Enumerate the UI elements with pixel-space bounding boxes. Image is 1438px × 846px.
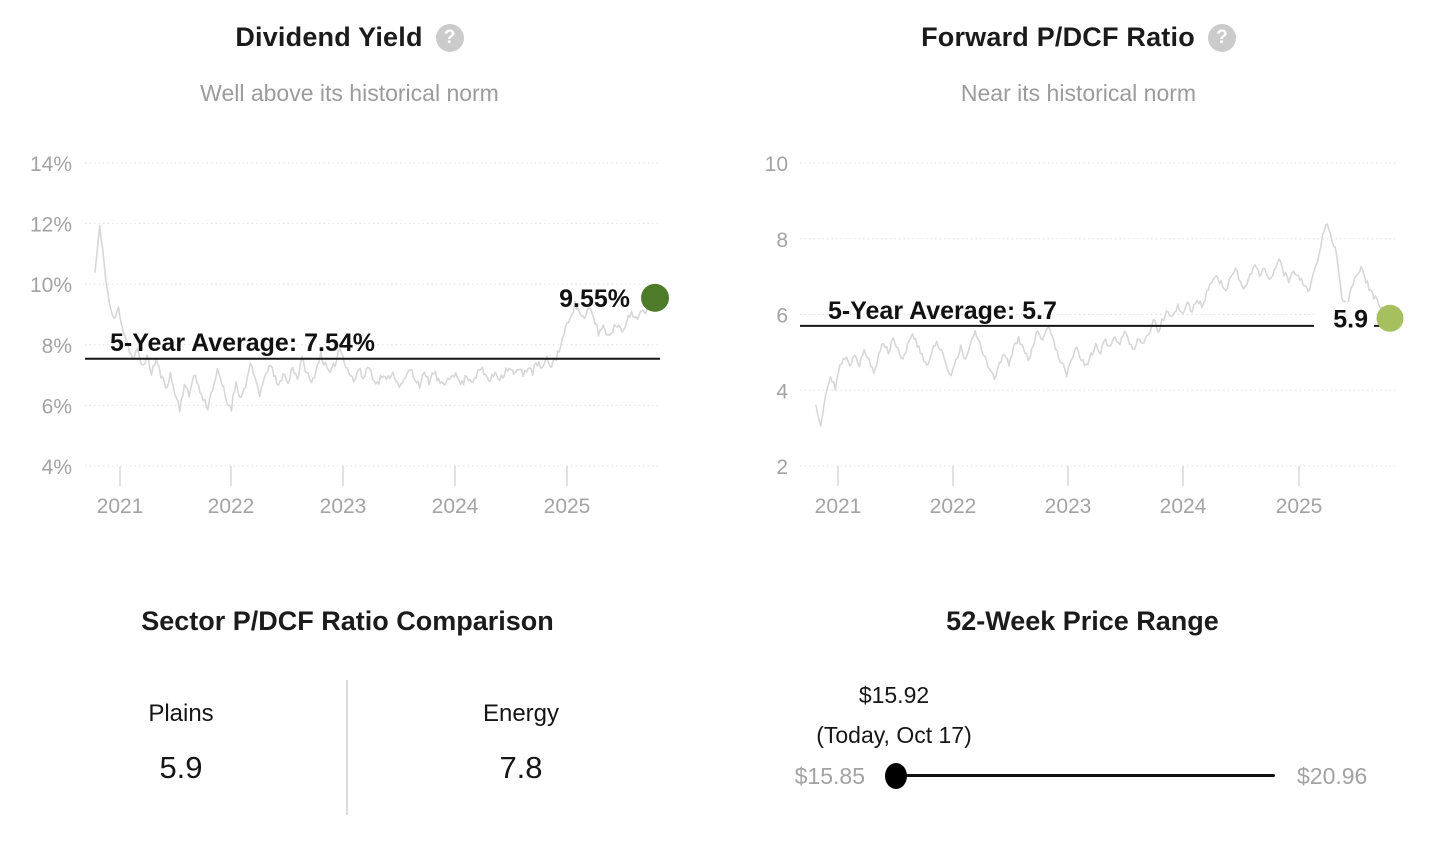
sector-label: Plains: [148, 700, 214, 727]
svg-text:10: 10: [765, 153, 788, 176]
svg-text:2025: 2025: [544, 495, 591, 518]
sector-column-plains: Plains 5.9: [14, 700, 348, 786]
current-price: $15.92: [858, 682, 930, 708]
help-icon[interactable]: ?: [1207, 23, 1236, 52]
pdcf-subtitle: Near its historical norm: [960, 80, 1197, 106]
dividend-yield-subtitle: Well above its historical norm: [200, 80, 499, 106]
svg-text:2: 2: [776, 456, 788, 479]
svg-text:2022: 2022: [930, 495, 977, 518]
range-low-label: $15.85: [794, 763, 865, 789]
price-slider-knob[interactable]: [885, 763, 908, 789]
svg-text:6%: 6%: [42, 395, 72, 418]
sector-value: 5.9: [159, 750, 203, 785]
svg-text:14%: 14%: [30, 153, 72, 176]
svg-text:2023: 2023: [1045, 495, 1092, 518]
svg-text:5-Year Average: 5.7: 5-Year Average: 5.7: [828, 297, 1057, 325]
help-icon[interactable]: ?: [435, 23, 464, 52]
pdcf-chart: 10 8 6 4 2 2021 2022 2023 2024 2025 5-Year Average…: [765, 153, 1404, 518]
price-range-title: 52-Week Price Range: [946, 606, 1219, 636]
price-slider-track: [905, 774, 1275, 777]
sector-column-energy: Energy 7.8: [354, 700, 688, 786]
svg-text:2021: 2021: [97, 495, 144, 518]
svg-text:12%: 12%: [30, 214, 72, 237]
svg-text:2021: 2021: [815, 495, 862, 518]
dividend-yield-header: Dividend Yield ?: [0, 22, 699, 53]
svg-text:5-Year Average: 7.54%: 5-Year Average: 7.54%: [110, 329, 375, 357]
svg-text:2023: 2023: [320, 495, 367, 518]
svg-text:4: 4: [776, 380, 788, 403]
current-price-block: $15.92 (Today, Oct 17): [774, 682, 1014, 749]
svg-text:6: 6: [776, 305, 788, 328]
svg-text:8%: 8%: [42, 335, 72, 358]
svg-text:2024: 2024: [432, 495, 479, 518]
pdcf-header: Forward P/DCF Ratio ?: [719, 22, 1438, 53]
dividend-yield-chart: 14% 12% 10% 8% 6% 4% 2021 2022 2023 2024 2025 5-Yea…: [30, 153, 669, 518]
svg-text:2022: 2022: [208, 495, 255, 518]
svg-text:2024: 2024: [1160, 495, 1207, 518]
pdcf-title: Forward P/DCF Ratio: [921, 22, 1195, 52]
current-price-date: (Today, Oct 17): [816, 722, 972, 748]
sector-comparison-title: Sector P/DCF Ratio Comparison: [141, 606, 554, 636]
svg-text:9.55%: 9.55%: [559, 285, 630, 313]
sector-value: 7.8: [499, 750, 543, 785]
sector-comparison: Plains 5.9 Energy 7.8: [0, 700, 719, 820]
svg-text:4%: 4%: [42, 456, 72, 479]
svg-text:10%: 10%: [30, 274, 72, 297]
dividend-yield-title: Dividend Yield: [235, 22, 423, 52]
svg-text:5.9: 5.9: [1333, 305, 1368, 333]
svg-text:8: 8: [776, 229, 788, 252]
range-high-label: $20.96: [1297, 763, 1368, 789]
column-divider: [346, 680, 348, 815]
svg-text:2025: 2025: [1276, 495, 1323, 518]
sector-label: Energy: [482, 700, 560, 727]
